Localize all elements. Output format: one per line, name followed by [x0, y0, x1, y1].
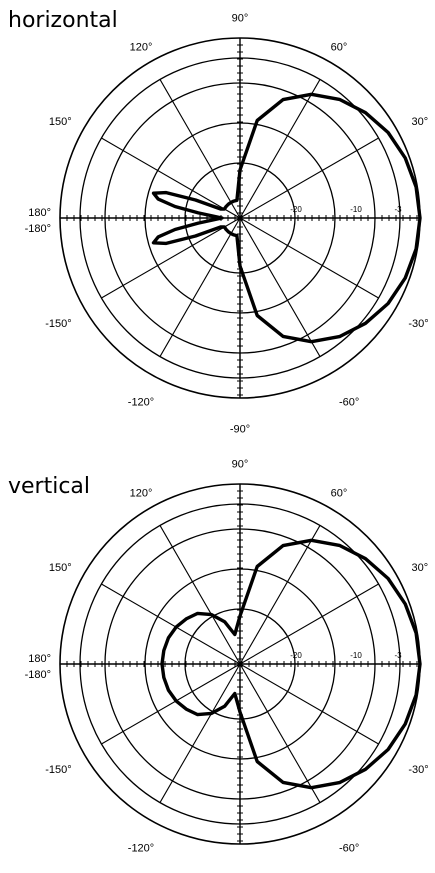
angle-label: 150° [49, 562, 72, 574]
radial-label: -10 [350, 205, 362, 214]
angle-label: -180° [25, 669, 51, 681]
angle-label: 120° [130, 42, 153, 54]
grid-spoke [239, 663, 321, 803]
angle-label: 60° [331, 42, 348, 54]
angle-label: -60° [339, 842, 359, 854]
grid-spoke [239, 217, 321, 357]
polar-chart-horizontal: -20 -10 -3 90° 60° 30° 120° 150° 180° -180° -150° -… [25, 13, 429, 436]
angle-label: 30° [411, 562, 428, 574]
grid-spoke [159, 79, 241, 219]
polar-chart-vertical: -20 -10 -3 90° 60° 30° 120° 150° 180° -180° -150° -… [25, 459, 429, 873]
radial-label: -10 [350, 651, 362, 660]
radial-label: -20 [290, 205, 302, 214]
grid-spoke [239, 663, 379, 745]
angle-label: 30° [411, 116, 428, 128]
angle-label: -150° [45, 764, 71, 776]
angle-label: 180° [28, 653, 51, 665]
angle-label: -30° [408, 318, 428, 330]
grid-spoke [239, 79, 321, 219]
grid-spoke [239, 137, 379, 219]
angle-label: 90° [232, 459, 249, 471]
angle-label: 90° [232, 13, 249, 25]
angle-label: -90° [230, 423, 250, 435]
chart-title-vertical: vertical [8, 474, 91, 499]
angle-label: -30° [408, 764, 428, 776]
radial-label: -3 [394, 205, 402, 214]
angle-label: 120° [130, 488, 153, 500]
grid-spoke [159, 663, 241, 803]
angle-label: -180° [25, 223, 51, 235]
radial-label: -3 [394, 651, 402, 660]
pattern-curve [151, 92, 422, 344]
grid-spoke [239, 525, 321, 665]
grid-spoke [159, 217, 241, 357]
grid-spoke [101, 663, 241, 745]
angle-label: -150° [45, 318, 71, 330]
radial-label: -20 [290, 651, 302, 660]
angle-label: 180° [28, 207, 51, 219]
angle-label: -120° [128, 396, 154, 408]
grid-spoke [239, 583, 379, 665]
angle-label: 60° [331, 488, 348, 500]
grid-spoke [101, 137, 241, 219]
chart-title-horizontal: horizontal [8, 8, 118, 33]
pattern-curve [160, 538, 422, 790]
grid-spoke [239, 217, 379, 299]
angle-label: -120° [128, 842, 154, 854]
grid-spoke [159, 525, 241, 665]
angle-label: 150° [49, 116, 72, 128]
grid-spoke [101, 583, 241, 665]
angle-label: -60° [339, 396, 359, 408]
grid-spoke [101, 217, 241, 299]
